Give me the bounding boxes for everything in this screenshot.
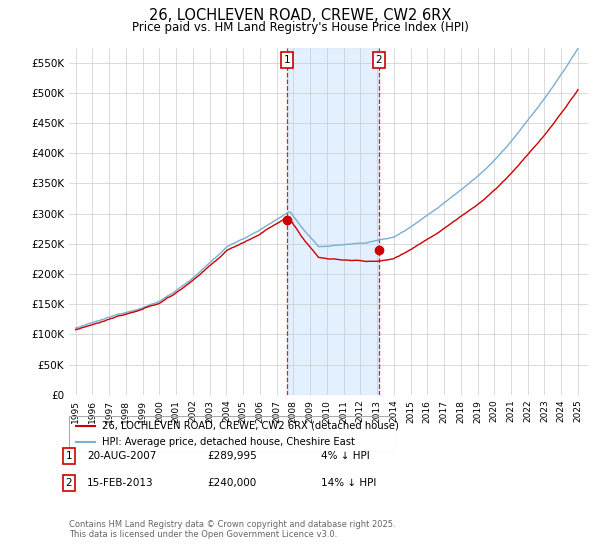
Text: £240,000: £240,000 [207,478,256,488]
Text: 14% ↓ HPI: 14% ↓ HPI [321,478,376,488]
Text: 26, LOCHLEVEN ROAD, CREWE, CW2 6RX: 26, LOCHLEVEN ROAD, CREWE, CW2 6RX [149,8,451,24]
Text: 26, LOCHLEVEN ROAD, CREWE, CW2 6RX (detached house): 26, LOCHLEVEN ROAD, CREWE, CW2 6RX (deta… [102,421,398,431]
Text: 2: 2 [376,55,382,65]
Text: Contains HM Land Registry data © Crown copyright and database right 2025.
This d: Contains HM Land Registry data © Crown c… [69,520,395,539]
Text: 1: 1 [65,451,73,461]
Text: 2: 2 [65,478,73,488]
Text: 4% ↓ HPI: 4% ↓ HPI [321,451,370,461]
Text: Price paid vs. HM Land Registry's House Price Index (HPI): Price paid vs. HM Land Registry's House … [131,21,469,34]
Text: 20-AUG-2007: 20-AUG-2007 [87,451,157,461]
Text: £289,995: £289,995 [207,451,257,461]
Text: HPI: Average price, detached house, Cheshire East: HPI: Average price, detached house, Ches… [102,437,355,447]
Text: 15-FEB-2013: 15-FEB-2013 [87,478,154,488]
Bar [287,48,379,395]
Text: 1: 1 [284,55,290,65]
